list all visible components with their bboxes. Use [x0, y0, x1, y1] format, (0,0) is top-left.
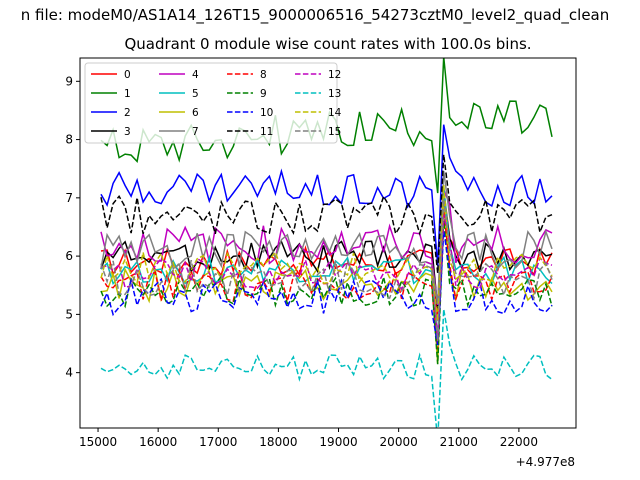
- y-tick-label: 8: [65, 133, 73, 147]
- series-line-11: [100, 154, 553, 274]
- legend-label-9: 9: [260, 88, 267, 100]
- legend-label-7: 7: [192, 126, 199, 138]
- legend-label-1: 1: [124, 88, 131, 100]
- legend-label-12: 12: [328, 69, 341, 81]
- x-offset-label: +4.977e8: [516, 455, 575, 469]
- figure-suptitle: n file: modeM0/AS1A14_126T15_9000006516_…: [20, 6, 610, 24]
- legend-label-4: 4: [192, 69, 199, 81]
- series-line-12: [100, 215, 553, 342]
- legend-label-8: 8: [260, 69, 267, 81]
- x-tick-label: 16000: [139, 435, 177, 449]
- x-tick-label: 19000: [319, 435, 357, 449]
- legend-box: [84, 62, 338, 144]
- series-line-15: [100, 198, 553, 342]
- series-line-10: [100, 231, 553, 346]
- y-tick-label: 9: [65, 74, 73, 88]
- y-tick-label: 7: [65, 191, 73, 205]
- plot-frame: [79, 57, 577, 429]
- legend-label-2: 2: [124, 107, 131, 119]
- legend-label-0: 0: [124, 69, 131, 81]
- x-tick-label: 20000: [380, 435, 418, 449]
- legend-label-5: 5: [192, 88, 199, 100]
- x-tick-label: 21000: [440, 435, 478, 449]
- x-tick-label: 17000: [199, 435, 237, 449]
- legend-label-6: 6: [192, 107, 199, 119]
- legend-label-10: 10: [260, 107, 273, 119]
- series-line-14: [100, 185, 553, 321]
- legend-label-14: 14: [328, 107, 342, 119]
- chart-title: Quadrant 0 module wise count rates with …: [124, 35, 532, 53]
- legend-label-11: 11: [260, 126, 273, 138]
- legend-label-15: 15: [328, 126, 341, 138]
- y-tick-label: 4: [65, 366, 73, 380]
- legend-label-3: 3: [124, 126, 131, 138]
- legend-label-13: 13: [328, 88, 341, 100]
- x-tick-label: 15000: [79, 435, 117, 449]
- y-tick-label: 6: [65, 249, 73, 263]
- y-tick-label: 5: [65, 307, 73, 321]
- x-tick-label: 22000: [500, 435, 538, 449]
- x-tick-label: 18000: [259, 435, 297, 449]
- series-line-13: [100, 309, 553, 428]
- series-line-3: [100, 194, 553, 309]
